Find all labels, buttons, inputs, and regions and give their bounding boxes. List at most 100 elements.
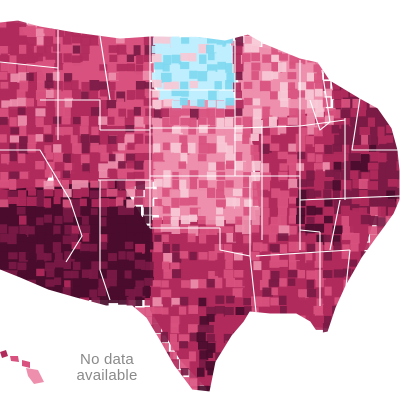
county-cell (118, 108, 127, 119)
county-cell (377, 305, 387, 314)
county-cell (386, 252, 395, 262)
county-cell (342, 341, 352, 350)
county-cell (322, 81, 331, 91)
county-cell (233, 82, 241, 92)
county-cell (98, 315, 107, 325)
county-cell (144, 270, 154, 281)
county-cell (109, 279, 117, 287)
county-cell (322, 295, 331, 304)
county-cell (295, 253, 304, 263)
county-cell (107, 287, 117, 298)
county-cell (234, 99, 244, 109)
county-cell (28, 52, 39, 62)
county-cell (98, 226, 109, 237)
county-cell (16, 53, 27, 63)
county-cell (27, 242, 38, 252)
county-cell (26, 181, 36, 191)
county-cell (18, 20, 27, 27)
county-cell (161, 297, 170, 305)
county-cell (306, 205, 316, 216)
county-cell (81, 180, 89, 189)
county-cell (252, 181, 262, 191)
county-cell (118, 251, 126, 260)
county-cell (89, 251, 99, 261)
county-cell (278, 53, 288, 61)
county-cell (0, 260, 11, 268)
county-cell (359, 307, 369, 318)
county-cell (179, 296, 189, 306)
county-cell (27, 287, 38, 295)
county-cell (126, 251, 135, 261)
county-cell (298, 388, 306, 392)
county-cell (35, 108, 46, 117)
county-cell (81, 269, 92, 278)
county-cell (260, 385, 268, 392)
county-cell (62, 368, 73, 380)
county-cell (314, 45, 324, 53)
county-cell (62, 360, 73, 370)
county-cell (216, 368, 226, 379)
county-cell (160, 108, 170, 117)
county-cell (189, 170, 199, 179)
county-cell (250, 20, 258, 30)
county-cell (350, 170, 359, 179)
county-cell (126, 90, 136, 100)
county-cell (369, 44, 377, 54)
county-cell (188, 269, 199, 280)
county-cell (333, 151, 344, 163)
county-cell (314, 163, 324, 172)
county-cell (19, 125, 27, 136)
county-cell (333, 252, 341, 262)
county-cell (250, 288, 260, 296)
county-cell (142, 287, 151, 296)
county-cell (251, 215, 260, 226)
county-cell (152, 313, 162, 324)
county-cell (53, 385, 62, 392)
county-cell (333, 161, 342, 172)
county-cell (358, 261, 368, 273)
county-cell (160, 307, 169, 315)
county-cell (349, 288, 359, 298)
county-cell (1, 325, 11, 335)
county-cell (315, 217, 324, 228)
county-cell (360, 214, 371, 225)
county-cell (307, 233, 316, 243)
state-borders (0, 19, 400, 393)
county-cell (144, 277, 154, 286)
county-cell (262, 106, 271, 117)
county-cell (62, 378, 72, 387)
county-cell (242, 71, 251, 79)
county-cell (171, 71, 180, 79)
county-cell (234, 316, 242, 327)
county-cell (324, 45, 332, 54)
county-cell (117, 269, 126, 279)
county-cell (332, 278, 340, 287)
county-cell (107, 161, 118, 169)
county-cell (55, 53, 63, 64)
county-cell (127, 109, 135, 119)
county-cell (315, 144, 324, 153)
county-cell (234, 297, 245, 307)
county-cell (322, 207, 334, 218)
county-cell (171, 387, 183, 392)
county-cell (287, 316, 296, 325)
county-cell (163, 269, 172, 279)
county-cell (187, 233, 196, 244)
county-cell (117, 244, 128, 255)
county-cell (0, 163, 7, 172)
county-cell (171, 359, 180, 370)
county-cell (70, 233, 79, 244)
county-cell (98, 100, 110, 110)
county-cell (287, 88, 298, 100)
county-cell (332, 45, 340, 56)
county-cell (18, 153, 26, 164)
county-cell (378, 136, 387, 146)
county-cell (116, 306, 124, 315)
county-cell (108, 261, 119, 268)
county-cell (198, 117, 207, 127)
county-cell (116, 63, 128, 72)
county-cell (0, 233, 10, 245)
county-cell (244, 376, 256, 388)
county-cell (18, 252, 29, 262)
county-cell (144, 351, 154, 362)
